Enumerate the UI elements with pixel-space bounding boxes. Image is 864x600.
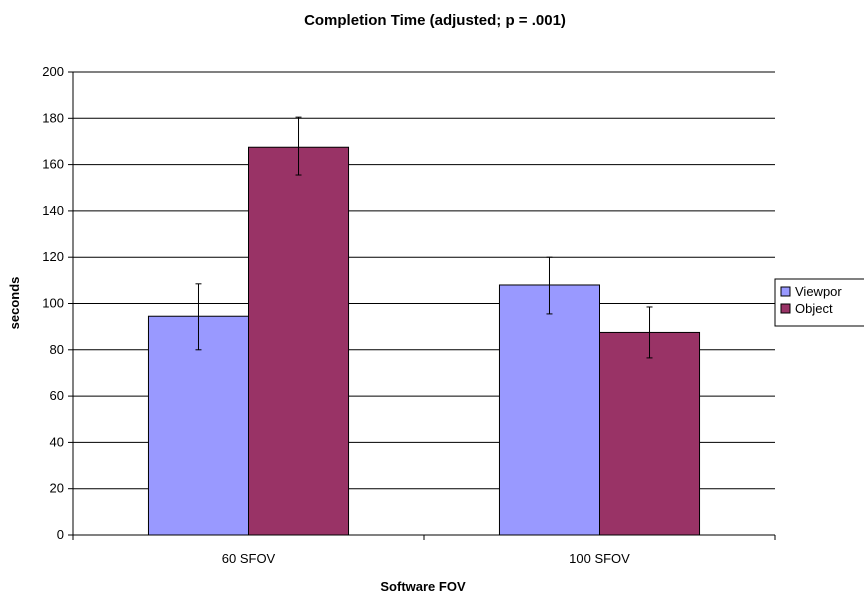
y-tick-label: 80 <box>50 342 64 357</box>
y-tick-label: 140 <box>42 203 64 218</box>
legend-swatch <box>780 303 791 314</box>
bars <box>147 146 701 536</box>
chart-title: Completion Time (adjusted; p = .001) <box>304 12 566 29</box>
x-axis-label: Software FOV <box>380 579 466 594</box>
y-tick-label: 120 <box>42 249 64 264</box>
x-tick-label: 60 SFOV <box>222 551 276 566</box>
bar <box>599 331 701 536</box>
bar <box>498 284 600 536</box>
y-tick-label: 0 <box>57 527 64 542</box>
y-tick-label: 100 <box>42 296 64 311</box>
y-tick-label: 160 <box>42 157 64 172</box>
x-tick-label: 100 SFOV <box>569 551 630 566</box>
y-tick-label: 40 <box>50 434 64 449</box>
y-tick-label: 20 <box>50 481 64 496</box>
legend-label: Object <box>795 301 833 316</box>
y-tick-label: 180 <box>42 110 64 125</box>
legend: Viewpor Object <box>774 278 864 327</box>
y-tick-label: 200 <box>42 64 64 79</box>
bar <box>248 146 350 536</box>
y-tick-label: 60 <box>50 388 64 403</box>
legend-swatch <box>780 286 791 297</box>
y-axis-label: seconds <box>7 277 22 330</box>
legend-label: Viewpor <box>795 284 842 299</box>
axes: 0 20 40 60 80 100 120 140 160 180 200 60 SFOV 100 SF… <box>42 64 776 566</box>
error-bars <box>195 116 653 359</box>
